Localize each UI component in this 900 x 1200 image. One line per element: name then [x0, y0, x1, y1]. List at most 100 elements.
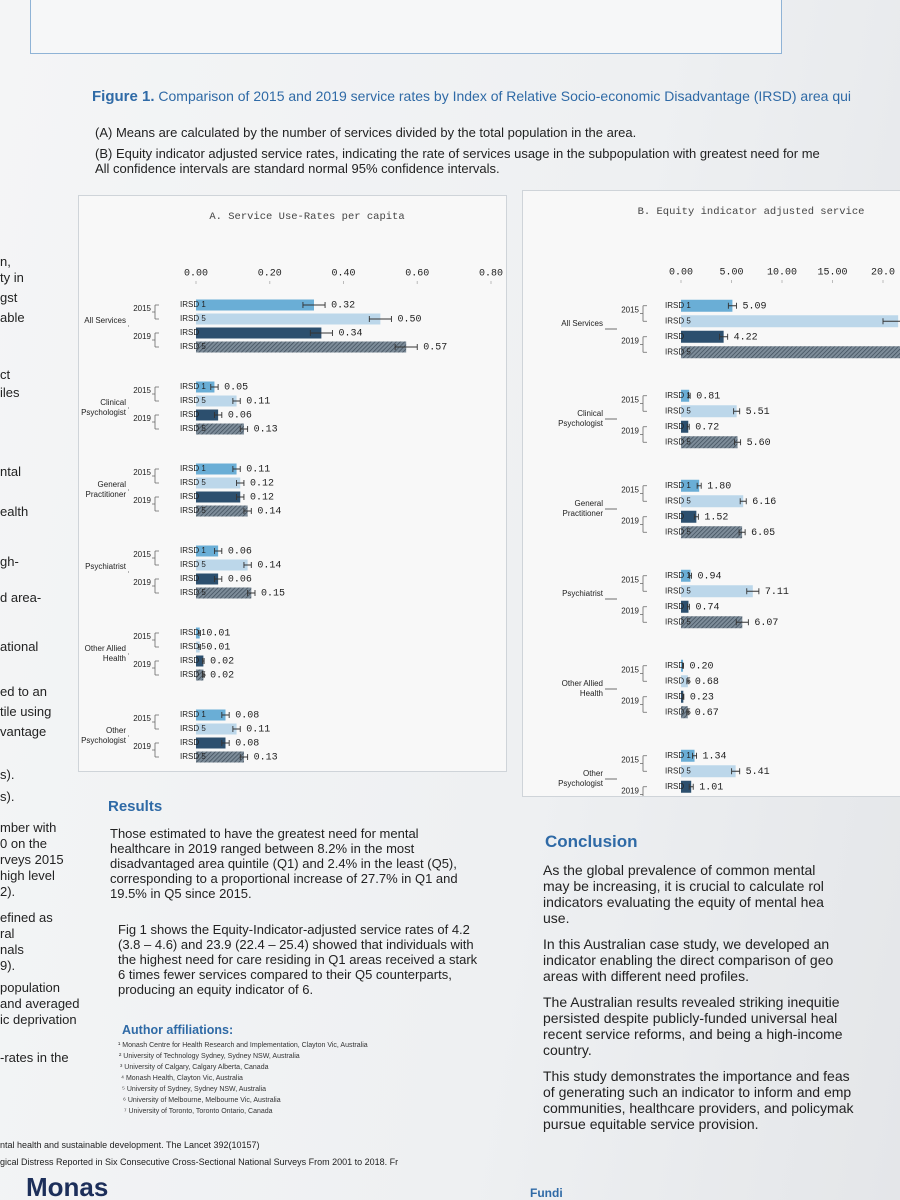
bar	[196, 545, 219, 557]
conclusion-line: areas with different need profiles.	[543, 968, 749, 984]
bar	[681, 690, 684, 703]
text-fragment: ational	[0, 639, 39, 654]
error-bar	[236, 494, 245, 500]
bar-category-label: IRSD 5	[665, 527, 691, 536]
text-fragment: s).	[0, 767, 15, 782]
error-bar	[686, 423, 690, 430]
bar-category-label: IRSD 5	[665, 707, 691, 716]
bar-category-label: IRSD 1	[180, 464, 206, 473]
service-label: Other Psychologist	[81, 726, 126, 745]
service-label: All Services	[84, 316, 126, 325]
value-label: 0.72	[695, 422, 719, 433]
bar-category-label: IRSD 5	[180, 724, 206, 733]
bar-category-label: IRSD	[665, 661, 684, 670]
conclusion-line: In this Australian case study, we develo…	[543, 936, 830, 952]
error-bar	[687, 392, 691, 399]
error-bar	[735, 619, 749, 626]
bar-category-label: IRSD 1	[665, 391, 691, 400]
bar-category-label: IRSD 5	[665, 316, 691, 325]
bar	[681, 749, 695, 762]
conclusion-line: communities, healthcare providers, and p…	[543, 1100, 854, 1116]
value-label: 0.06	[228, 575, 252, 586]
value-label: 0.01	[206, 643, 230, 654]
value-label: 0.81	[696, 391, 720, 402]
value-label: 1.01	[699, 782, 723, 793]
bar	[681, 479, 700, 492]
reference: gical Distress Reported in Six Consecuti…	[0, 1157, 399, 1167]
value-label: 4.22	[734, 332, 758, 343]
bar	[196, 559, 248, 571]
bar	[196, 381, 215, 393]
value-label: 0.74	[695, 602, 719, 613]
bracket	[128, 407, 159, 430]
year-label: 2015	[133, 468, 151, 477]
text-fragment: 0 on the	[0, 836, 47, 851]
value-label: 0.14	[257, 507, 281, 518]
bar-category-label: IRSD 5	[665, 766, 691, 775]
error-bar	[239, 426, 249, 432]
bar	[196, 723, 237, 735]
bracket	[605, 418, 647, 443]
year-label: 2019	[133, 496, 151, 505]
year-label: 2015	[621, 486, 639, 495]
error-bar	[727, 302, 737, 309]
bar	[681, 780, 692, 793]
value-label: 6.05	[751, 528, 775, 539]
text-fragment: -rates in the	[0, 1050, 69, 1065]
value-label: 0.05	[224, 383, 248, 394]
value-label: 0.06	[228, 411, 252, 422]
year-label: 2015	[133, 550, 151, 559]
value-label: 0.08	[235, 739, 259, 750]
text-fragment: vantage	[0, 724, 47, 739]
caption-ci: All confidence intervals are standard no…	[95, 161, 500, 176]
bar	[681, 346, 900, 359]
conclusion-line: use.	[543, 910, 570, 926]
error-bar	[682, 693, 685, 700]
year-label: 2019	[621, 697, 639, 706]
value-label: 0.20	[690, 661, 714, 672]
bar	[681, 585, 753, 598]
error-bar	[682, 662, 684, 669]
year-label: 2015	[621, 756, 639, 765]
error-bar	[221, 740, 230, 746]
error-bar	[309, 330, 333, 336]
text-fragment: 9).	[0, 958, 16, 973]
bar	[196, 463, 237, 475]
service-label: Clinical Psychologist	[81, 398, 126, 417]
bracket	[128, 489, 159, 512]
bar-category-label: IRSD	[180, 410, 199, 419]
bar-category-label: IRSD	[665, 692, 684, 701]
conclusion-line: persisted despite publicly-funded univer…	[543, 1010, 838, 1026]
bar	[681, 765, 736, 778]
text-fragment: 2).	[0, 884, 16, 899]
value-label: 0.11	[246, 397, 270, 408]
value-label: 1.80	[707, 481, 731, 492]
x-tick-label: 0.20	[258, 269, 282, 280]
service-label: Other Psychologist	[558, 769, 603, 788]
error-bar	[689, 572, 692, 579]
value-label: 6.16	[752, 497, 776, 508]
bar	[196, 313, 381, 325]
value-label: 0.13	[254, 753, 278, 764]
text-fragment: n,	[0, 254, 11, 269]
bar	[196, 641, 200, 653]
value-label: 0.94	[698, 571, 722, 582]
bracket	[128, 735, 159, 758]
value-label: 0.06	[228, 547, 252, 558]
bar	[196, 491, 241, 503]
chart-panel-b: B. Equity indicator adjusted service 0.00…	[522, 190, 900, 797]
x-tick-label: 0.00	[184, 269, 208, 280]
x-tick-label: 0.00	[669, 268, 693, 279]
text-fragment: tile using	[0, 704, 52, 719]
bar	[196, 627, 200, 639]
year-label: 2019	[621, 337, 639, 346]
x-tick-label: 5.00	[719, 268, 743, 279]
bar	[681, 659, 684, 672]
bar-category-label: IRSD 5	[180, 342, 206, 351]
results-heading: Results	[108, 798, 163, 815]
error-bar	[210, 384, 219, 390]
error-bar	[221, 712, 230, 718]
bar-category-label: IRSD 1	[180, 382, 206, 391]
bar-category-label: IRSD 5	[665, 617, 691, 626]
